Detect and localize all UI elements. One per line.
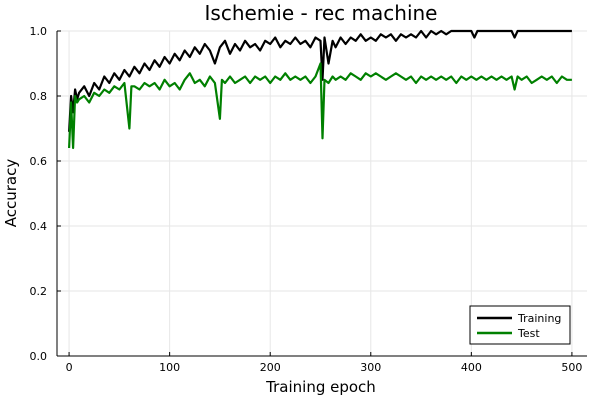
series-lines bbox=[68, 29, 572, 150]
legend: Training Test bbox=[469, 305, 571, 345]
y-axis-title: Accuracy bbox=[2, 159, 20, 228]
legend-label-test: Test bbox=[517, 327, 540, 340]
y-tick-label: 0.6 bbox=[30, 155, 48, 168]
x-axis-title: Training epoch bbox=[265, 378, 376, 396]
y-tick-label: 1.0 bbox=[30, 25, 48, 38]
ticks: 0 100 200 300 400 500 0.0 0.2 0.4 0.6 0.8 1.0 bbox=[30, 25, 583, 374]
x-tick-label: 300 bbox=[360, 361, 381, 374]
x-tick-label: 200 bbox=[260, 361, 281, 374]
x-tick-label: 100 bbox=[159, 361, 180, 374]
series-line-training bbox=[68, 29, 572, 132]
y-tick-label: 0.8 bbox=[30, 90, 48, 103]
x-tick-label: 500 bbox=[561, 361, 582, 374]
x-tick-label: 0 bbox=[66, 361, 73, 374]
y-tick-label: 0.0 bbox=[30, 350, 48, 363]
series-line-test bbox=[68, 62, 572, 150]
x-tick-label: 400 bbox=[461, 361, 482, 374]
axes bbox=[56, 31, 587, 357]
legend-box bbox=[469, 305, 571, 345]
legend-label-training: Training bbox=[517, 312, 561, 325]
y-tick-label: 0.2 bbox=[30, 285, 48, 298]
chart-title: Ischemie - rec machine bbox=[205, 1, 438, 25]
y-tick-label: 0.4 bbox=[30, 220, 48, 233]
